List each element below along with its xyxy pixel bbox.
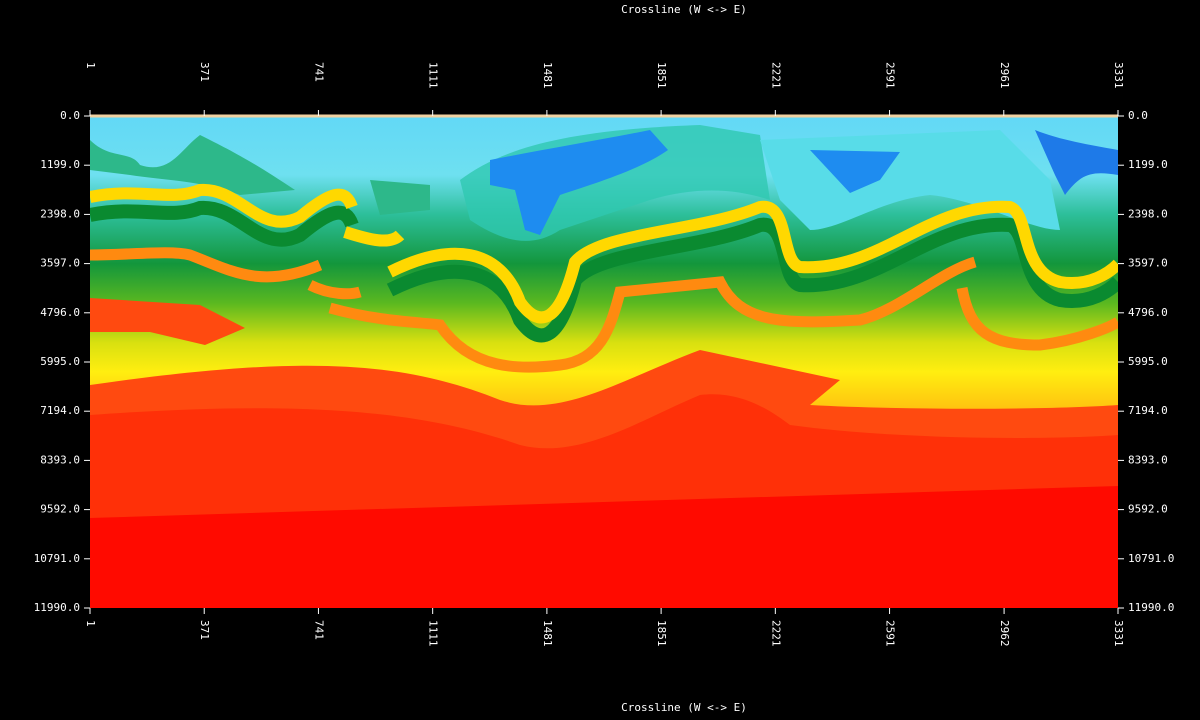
x-tick-label: 1851: [655, 62, 668, 89]
x-tick-label: 1111: [427, 620, 440, 647]
y-tick-label: 10791.0: [34, 552, 80, 565]
x-tick-label: 1851: [655, 620, 668, 647]
y-tick-label: 3597.0: [1128, 257, 1168, 270]
x-tick-label: 1: [84, 620, 97, 627]
y-tick-label: 11990.0: [34, 601, 80, 614]
x-tick-label: 2221: [769, 62, 782, 89]
y-tick-label: 8393.0: [40, 453, 80, 466]
y-tick-label: 7194.0: [40, 404, 80, 417]
y-tick-label: 1199.0: [40, 158, 80, 171]
x-tick-label: 741: [312, 62, 325, 82]
y-tick-label: 4796.0: [40, 306, 80, 319]
x-tick-label: 371: [198, 62, 211, 82]
y-tick-label: 5995.0: [1128, 355, 1168, 368]
y-tick-label: 5995.0: [40, 355, 80, 368]
y-tick-label: 0.0: [1128, 109, 1148, 122]
x-tick-label: 2591: [884, 620, 897, 647]
velocity-image: [90, 116, 1118, 608]
x-tick-label: 1: [84, 62, 97, 69]
top-axis-label: Crossline (W <-> E): [621, 3, 747, 16]
y-tick-label: 9592.0: [1128, 503, 1168, 516]
y-tick-label: 8393.0: [1128, 453, 1168, 466]
y-tick-label: 10791.0: [1128, 552, 1174, 565]
x-tick-label: 371: [198, 620, 211, 640]
x-tick-label: 2221: [769, 620, 782, 647]
x-tick-label: 1111: [427, 62, 440, 89]
x-tick-label: 741: [312, 620, 325, 640]
x-tick-label: 2591: [884, 62, 897, 89]
y-tick-label: 4796.0: [1128, 306, 1168, 319]
x-tick-label: 3331: [1112, 620, 1125, 647]
y-tick-label: 0.0: [60, 109, 80, 122]
y-tick-label: 11990.0: [1128, 601, 1174, 614]
y-tick-label: 2398.0: [40, 207, 80, 220]
y-tick-label: 2398.0: [1128, 207, 1168, 220]
bottom-axis-label: Crossline (W <-> E): [621, 701, 747, 714]
y-tick-label: 7194.0: [1128, 404, 1168, 417]
x-tick-label: 2962: [998, 620, 1011, 647]
x-tick-label: 3331: [1112, 62, 1125, 89]
x-tick-label: 2961: [998, 62, 1011, 89]
y-tick-label: 1199.0: [1128, 158, 1168, 171]
y-tick-label: 3597.0: [40, 257, 80, 270]
x-tick-label: 1481: [541, 620, 554, 647]
y-tick-label: 9592.0: [40, 503, 80, 516]
x-tick-label: 1481: [541, 62, 554, 89]
